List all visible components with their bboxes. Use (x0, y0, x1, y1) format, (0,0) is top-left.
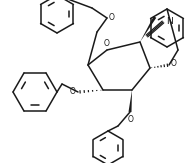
Text: O: O (104, 39, 110, 48)
Text: O: O (128, 115, 134, 124)
Polygon shape (140, 16, 156, 42)
Text: O: O (70, 87, 76, 96)
Text: N: N (166, 16, 173, 25)
Polygon shape (129, 90, 132, 112)
Text: O: O (171, 59, 177, 68)
Text: O: O (109, 14, 115, 22)
